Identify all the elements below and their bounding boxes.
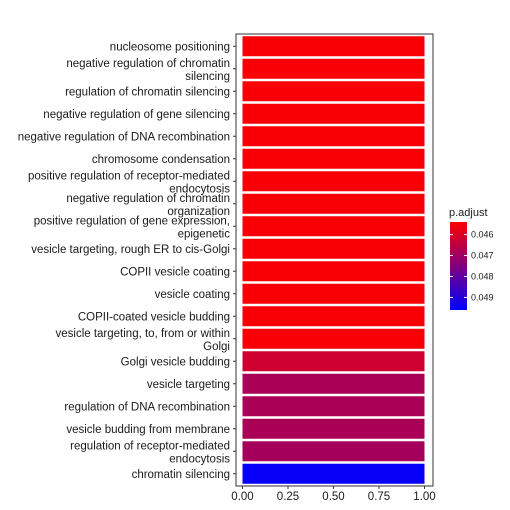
bar	[242, 328, 425, 349]
category-label: vesicle targeting, to, from or within Gol…	[56, 328, 231, 353]
legend-label: 0.046	[471, 230, 494, 240]
bar	[242, 216, 425, 237]
bar	[242, 463, 425, 484]
bar	[242, 441, 425, 462]
category-label: regulation of DNA recombination	[64, 401, 230, 413]
bar	[242, 306, 425, 327]
x-axis: 0.00 0.25 0.50 0.75 1.00	[231, 486, 436, 503]
plot-area	[235, 33, 434, 487]
bar	[242, 81, 425, 102]
bar	[242, 126, 425, 147]
bar	[242, 238, 425, 259]
category-label: regulation of receptor-mediated endocytos…	[70, 440, 230, 465]
category-label: vesicle budding from membrane	[66, 424, 230, 436]
bar	[242, 148, 425, 169]
legend-label: 0.048	[471, 271, 494, 281]
category-label: chromatin silencing	[132, 469, 230, 481]
x-tick-label: 0.00	[231, 491, 253, 503]
bar	[242, 36, 425, 57]
category-label: vesicle coating	[155, 289, 230, 301]
bar	[242, 418, 425, 439]
bar	[242, 396, 425, 417]
category-label: vesicle targeting	[147, 379, 230, 391]
legend-title: p.adjust	[449, 207, 488, 219]
category-label: regulation of chromatin silencing	[65, 86, 230, 98]
category-label: vesicle targeting, rough ER to cis-Golgi	[31, 244, 230, 256]
x-tick-label: 1.00	[413, 491, 435, 503]
category-label: Golgi vesicle budding	[121, 356, 230, 368]
category-label: COPII vesicle coating	[120, 266, 230, 278]
category-label: negative regulation of chromatin silencin…	[66, 58, 230, 83]
legend-label: 0.049	[471, 292, 494, 302]
category-labels: nucleosome positioning negative regulatio…	[18, 41, 236, 481]
legend-colorbar	[450, 222, 467, 310]
bar	[242, 261, 425, 282]
x-tick-label: 0.75	[368, 491, 390, 503]
category-label: chromosome condensation	[92, 154, 230, 166]
bar	[242, 171, 425, 192]
bar	[242, 351, 425, 372]
category-label: COPII-coated vesicle budding	[78, 311, 230, 323]
category-label: positive regulation of gene expression, e…	[34, 215, 231, 240]
category-label: negative regulation of chromatin organiza…	[66, 193, 230, 218]
bar	[242, 193, 425, 214]
bar	[242, 283, 425, 304]
category-label: negative regulation of DNA recombination	[18, 131, 230, 143]
x-tick-label: 0.50	[322, 491, 344, 503]
x-tick-label: 0.25	[277, 491, 299, 503]
category-label: nucleosome positioning	[110, 41, 230, 53]
bar	[242, 103, 425, 124]
plot-panel	[235, 33, 434, 487]
legend-label: 0.047	[471, 251, 494, 261]
category-label: negative regulation of gene silencing	[43, 109, 230, 121]
legend: p.adjust 0.046 0.047 0.048 0.049	[449, 207, 494, 310]
bar	[242, 58, 425, 79]
bar	[242, 373, 425, 394]
category-label: positive regulation of receptor-mediated…	[28, 170, 230, 195]
